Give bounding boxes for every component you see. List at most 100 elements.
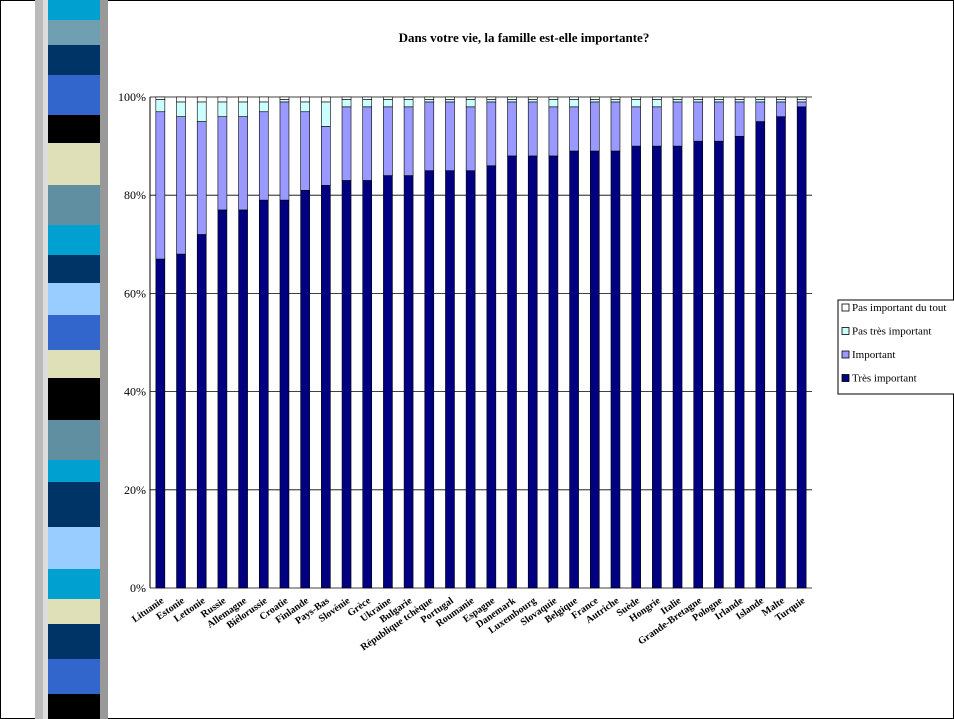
bar-segment bbox=[507, 101, 517, 157]
bar-segment bbox=[714, 140, 724, 589]
bar-segment bbox=[486, 165, 497, 589]
bar-segment bbox=[321, 185, 331, 589]
legend-swatch bbox=[841, 374, 850, 382]
bar-segment bbox=[424, 96, 435, 100]
bar-segment bbox=[610, 96, 621, 100]
bar-segment bbox=[321, 96, 331, 103]
bar-segment bbox=[362, 96, 373, 100]
bar-segment bbox=[341, 96, 352, 100]
bar-segment bbox=[403, 106, 414, 176]
bar-segment bbox=[258, 199, 269, 589]
bar-segment bbox=[196, 121, 207, 235]
bar-segment bbox=[796, 101, 807, 108]
bar-segment bbox=[403, 96, 414, 100]
legend-label: Important bbox=[852, 349, 895, 361]
bar-segment bbox=[610, 101, 621, 152]
bar-segment bbox=[424, 101, 435, 171]
bar-segment bbox=[527, 99, 538, 103]
bar-segment bbox=[238, 101, 248, 117]
bar-segment bbox=[300, 101, 310, 113]
bar-segment bbox=[465, 106, 476, 171]
bar-segment bbox=[238, 209, 248, 589]
bar-segment bbox=[279, 96, 290, 100]
bar-segment bbox=[445, 96, 455, 100]
bar-segment bbox=[672, 145, 683, 589]
bar-segment bbox=[796, 106, 807, 589]
bar-segment bbox=[362, 180, 373, 589]
legend-swatch bbox=[841, 350, 850, 359]
bar-segment bbox=[672, 99, 683, 103]
bar-segment bbox=[589, 99, 600, 103]
bar-segment bbox=[734, 96, 745, 100]
bar-segment bbox=[755, 96, 766, 100]
legend-label: Pas important du tout bbox=[852, 302, 946, 314]
bar-segment bbox=[217, 101, 228, 117]
bar-segment bbox=[569, 106, 579, 152]
bar-segment bbox=[238, 96, 248, 103]
bar-segment bbox=[755, 121, 766, 589]
bar-segment bbox=[734, 135, 745, 589]
legend-box bbox=[837, 299, 954, 395]
bar-segment bbox=[589, 96, 600, 100]
legend-swatch bbox=[841, 327, 850, 335]
legend-label: Pas très important bbox=[852, 326, 931, 338]
bar-segment bbox=[776, 101, 786, 117]
bar-segment bbox=[486, 96, 497, 100]
bar-segment bbox=[258, 111, 269, 201]
bar-segment bbox=[176, 116, 186, 255]
decorative-band bbox=[35, 0, 108, 719]
bar-segment bbox=[652, 106, 662, 147]
bar-segment bbox=[589, 150, 600, 589]
bar-segment bbox=[445, 99, 455, 103]
bar-segment bbox=[465, 170, 476, 589]
bar-segment bbox=[507, 155, 517, 589]
y-tick-label: 80% bbox=[124, 188, 146, 202]
bar-segment bbox=[300, 96, 310, 103]
chart-title: Dans votre vie, la famille est-elle impo… bbox=[399, 30, 650, 45]
bar-segment bbox=[776, 99, 786, 103]
bar-segment bbox=[383, 175, 393, 589]
bar-segment bbox=[155, 99, 166, 113]
bar-segment bbox=[569, 96, 579, 100]
bar-segment bbox=[176, 253, 186, 589]
bar-segment bbox=[341, 99, 352, 108]
bar-segment bbox=[693, 96, 704, 100]
bar-segment bbox=[341, 180, 352, 589]
bar-segment bbox=[507, 99, 517, 103]
bar-segment bbox=[693, 99, 704, 103]
bar-segment bbox=[383, 106, 393, 176]
bar-segment bbox=[155, 96, 166, 100]
bar-segment bbox=[548, 155, 559, 589]
bar-segment bbox=[776, 116, 786, 589]
bar-segment bbox=[465, 96, 476, 100]
bar-segment bbox=[527, 101, 538, 157]
bar-segment bbox=[155, 111, 166, 260]
bar-segment bbox=[569, 99, 579, 108]
bar-segment bbox=[196, 234, 207, 589]
bar-segment bbox=[714, 99, 724, 103]
bar-segment bbox=[424, 170, 435, 589]
bar-segment bbox=[155, 258, 166, 589]
bar-segment bbox=[714, 96, 724, 100]
bar-segment bbox=[196, 96, 207, 103]
bar-segment bbox=[217, 116, 228, 211]
bar-segment bbox=[279, 199, 290, 589]
bar-segment bbox=[383, 96, 393, 100]
y-tick-label: 40% bbox=[124, 385, 146, 399]
bar-segment bbox=[755, 101, 766, 122]
bar-segment bbox=[486, 101, 497, 167]
bar-segment bbox=[548, 96, 559, 100]
bar-segment bbox=[279, 99, 290, 103]
bar-segment bbox=[631, 145, 641, 589]
bar-segment bbox=[776, 96, 786, 100]
bar-segment bbox=[321, 126, 331, 186]
bar-segment bbox=[548, 99, 559, 108]
bar-segment bbox=[176, 96, 186, 103]
bar-segment bbox=[589, 101, 600, 152]
bar-segment bbox=[238, 116, 248, 211]
bar-segment bbox=[341, 106, 352, 181]
bar-segment bbox=[527, 155, 538, 589]
y-tick-label: 20% bbox=[124, 483, 146, 497]
